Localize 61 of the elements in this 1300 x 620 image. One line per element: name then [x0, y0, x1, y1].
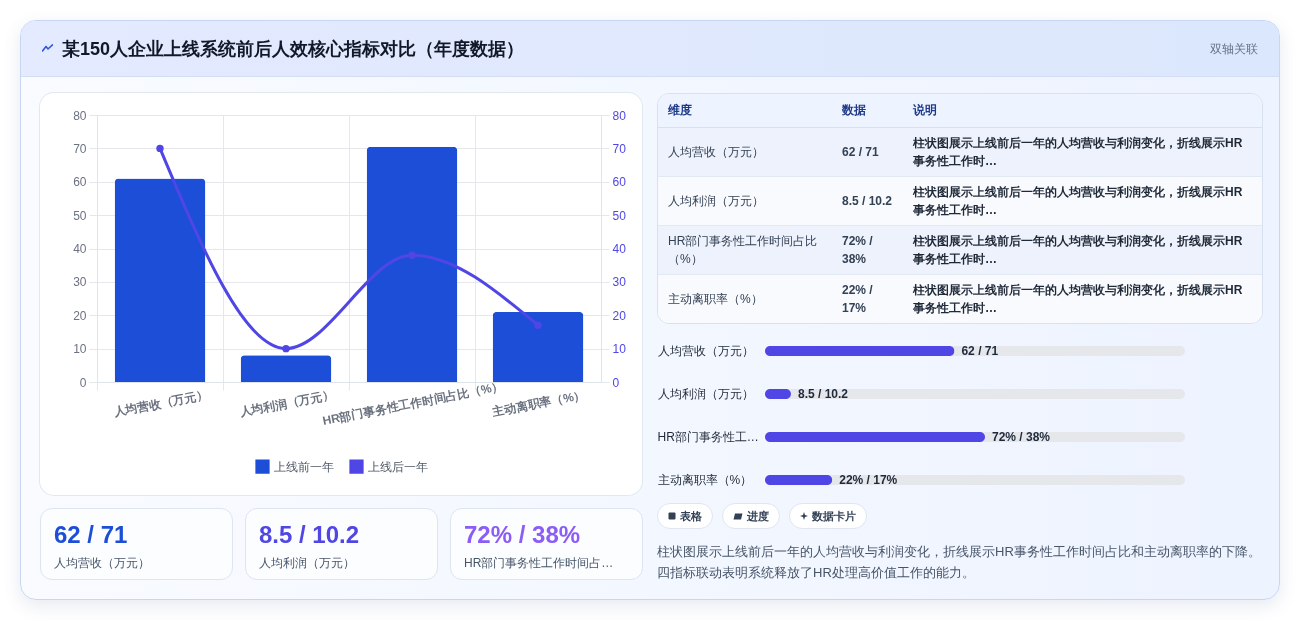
- text: 某150人企业上线系统前后人效核心指标对比（年度数据）: [62, 38, 525, 61]
- bar: [366, 146, 458, 382]
- text: 62 / 71: [832, 127, 903, 177]
- point: [282, 344, 290, 353]
- data-label: 8.5 / 10.2: [797, 387, 849, 401]
- y2-tick-label: 50: [612, 208, 627, 223]
- y2-tick-label: 10: [612, 342, 627, 357]
- data-label: 72% / 38%: [992, 430, 1051, 444]
- data-label: 22% / 17%: [839, 473, 898, 487]
- text: 72% / 38%: [832, 225, 903, 275]
- y-tick-label: 50: [73, 208, 87, 223]
- text: 柱状图展示上线前后一年的人均营收与利润变化，折线展示HR事务性工作时…: [903, 225, 1262, 275]
- y2-tick-label: 80: [612, 108, 627, 123]
- y2-tick-label: 30: [612, 275, 627, 290]
- text: 柱状图展示上线前后一年的人均营收与利润变化，折线展示HR事务性工作时间占比和主动离职率的下降。四指标联动表明系统释放了HR处理高价值工作的能力。: [657, 543, 1262, 582]
- text: 22% / 17%: [832, 274, 903, 323]
- category-label: 人均营收（万元）: [54, 555, 150, 572]
- y-tick-label: 10: [73, 342, 87, 357]
- text: 柱状图展示上线前后一年的人均营收与利润变化，折线展示HR事务性工作时…: [903, 176, 1262, 226]
- text: 72% / 38%: [464, 521, 581, 548]
- bar: [765, 475, 833, 485]
- y-tick-label: HR部门事务性工…: [657, 430, 759, 444]
- category-label: 表格: [680, 508, 702, 524]
- category-label: 人均利润（万元）: [259, 555, 355, 572]
- category-label: 说明: [903, 94, 1262, 128]
- bar: [114, 178, 206, 382]
- category-label: 数据卡片: [812, 508, 856, 524]
- bar: [240, 355, 332, 382]
- x-tick-label: 人均营收（万元）: [111, 387, 210, 420]
- point: [156, 144, 164, 153]
- y-tick-label: 20: [73, 308, 87, 323]
- text: 8.5 / 10.2: [259, 521, 360, 548]
- text: 柱状图展示上线前后一年的人均营收与利润变化，折线展示HR事务性工作时…: [903, 127, 1262, 177]
- y2-tick-label: 40: [612, 242, 627, 256]
- text: 双轴关联: [1210, 41, 1258, 58]
- y2-tick-label: 60: [612, 175, 627, 190]
- y-tick-label: 70: [73, 141, 87, 156]
- y2-tick-label: 70: [612, 141, 627, 156]
- y-tick-label: 主动离职率（%）: [657, 473, 753, 487]
- category-label: 数据: [832, 94, 903, 128]
- text: HR部门事务性工作时间占比（%）: [658, 225, 832, 275]
- text: 8.5 / 10.2: [832, 176, 903, 226]
- legend-label: 上线后一年: [368, 459, 428, 474]
- data-label: 62 / 71: [961, 344, 999, 358]
- bar: [492, 311, 584, 382]
- y-tick-label: 60: [73, 175, 87, 190]
- y-tick-label: 人均营收（万元）: [657, 344, 754, 358]
- y2-tick-label: 20: [612, 308, 627, 323]
- y-tick-label: 80: [73, 108, 87, 123]
- text: 62 / 71: [54, 521, 128, 548]
- category-label: 进度: [747, 508, 769, 524]
- y-tick-label: 0: [79, 375, 87, 390]
- point: [408, 251, 416, 259]
- y-tick-label: 30: [73, 275, 87, 290]
- y-tick-label: 40: [73, 242, 87, 256]
- text: 柱状图展示上线前后一年的人均营收与利润变化，折线展示HR事务性工作时…: [903, 274, 1262, 323]
- point: [534, 321, 542, 329]
- y2-tick-label: 0: [612, 375, 620, 390]
- legend-label: 上线前一年: [274, 459, 334, 474]
- category-label: 维度: [658, 94, 832, 128]
- category-label: HR部门事务性工作时间占…: [464, 555, 614, 572]
